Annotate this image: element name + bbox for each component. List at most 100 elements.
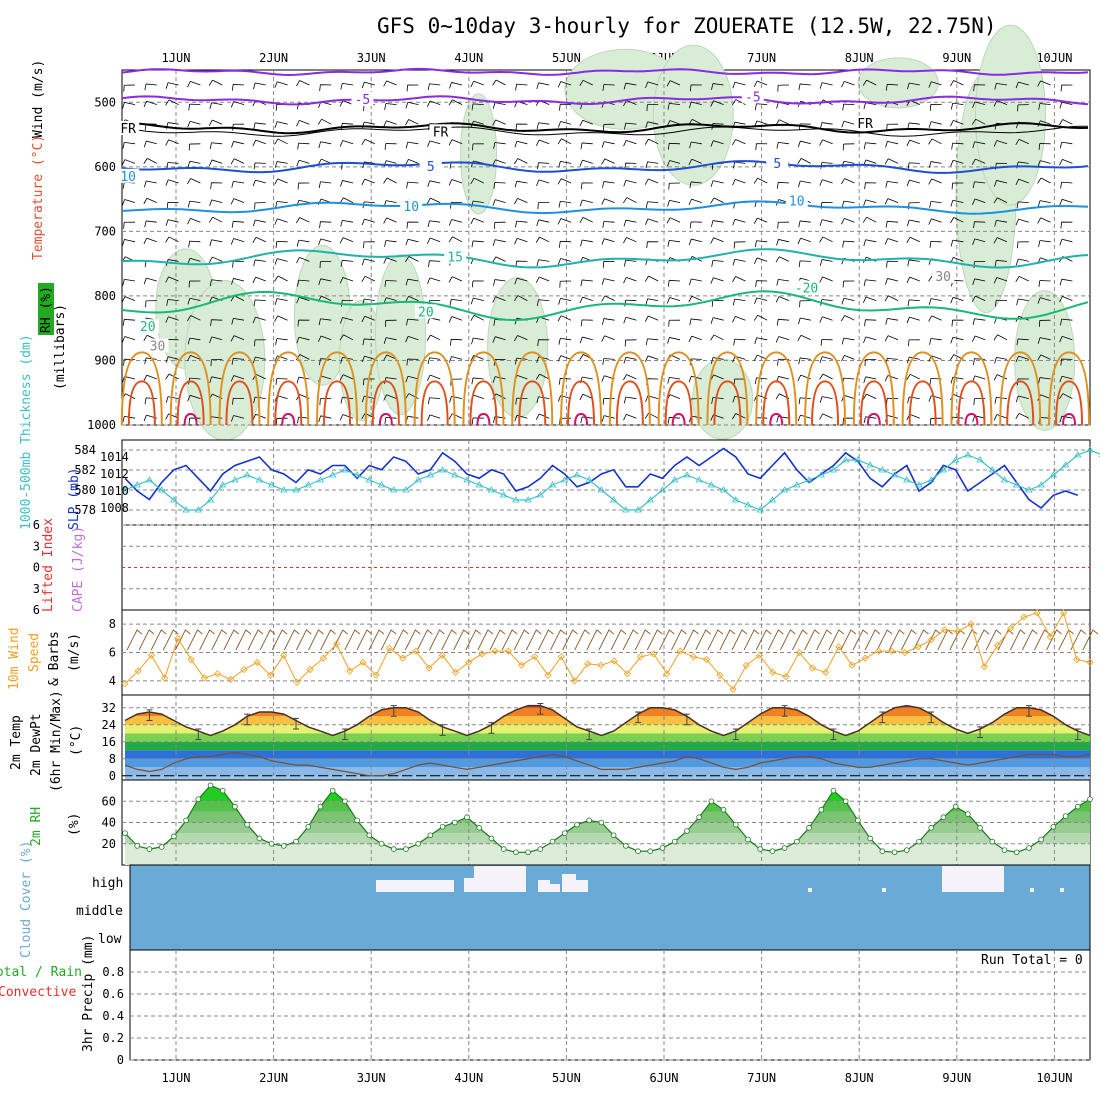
wind-barb [645,218,659,225]
wind10m-marker [557,653,565,661]
wind-barb [602,260,615,268]
wind-barb [187,178,201,185]
wind-barb [602,398,615,405]
wind-barb [230,335,245,342]
thickness-marker [744,501,752,508]
cloud-level-low: low [98,932,122,947]
wind-barb [165,99,179,106]
rh2m-marker [671,838,678,845]
wind-barb [537,339,550,347]
wind10m-marker [240,665,248,674]
thickness-marker [683,471,691,478]
wind-barb [1037,160,1051,167]
wind-barb [252,139,266,147]
heat-lobe [420,380,449,426]
wind-barb [863,279,877,287]
wind-barb [122,102,136,109]
wind-barb [732,298,746,306]
thickness-marker [597,486,606,493]
wind-barb [732,395,746,403]
wind10m-barb [344,629,361,651]
wind-barb [558,240,572,248]
wind-barb [471,103,484,111]
wind10m-marker [835,643,843,651]
wind-barb [230,375,245,382]
heat-lobe [225,380,254,426]
wind-barb [884,158,899,165]
wind10m-marker [650,650,658,658]
y-tick-label: 800 [94,289,116,303]
wind-barb [972,278,986,286]
wind-barb [426,334,441,341]
rh2m-marker [977,825,983,831]
heat-lobe [267,351,310,426]
rh2m-marker [623,843,629,849]
contour-label-bg [795,280,818,295]
y-tick-label: 500 [94,95,116,109]
rh2m-marker [561,830,568,836]
wind10m-barb [368,629,385,651]
wind-barb [644,315,659,322]
y-tick-label: 0.4 [102,1009,124,1023]
wind-barb [317,118,332,125]
wind10m-barb [1009,629,1026,651]
wind-barb [776,278,790,286]
rh2m-marker [219,787,226,794]
cloud-gap [376,880,392,892]
wind-barb [602,221,615,228]
wind-barb [144,180,157,188]
wind-barb [231,180,245,188]
wind-barb [209,199,223,207]
wind-barb [384,280,397,287]
contour-label-bg [785,193,808,208]
wind-barb [297,182,310,190]
wind10m-marker [266,671,274,679]
temp-band [125,750,1090,759]
wind-barb [208,119,223,126]
wind-barb [776,239,790,246]
wind-barb [602,123,615,131]
wind-barb [383,337,397,344]
wind-barb [841,80,855,88]
rh2m-marker [329,787,336,794]
contour-label-bg [117,121,140,136]
heat-lobe [127,380,156,426]
wind-barb [993,374,1008,381]
wind-barb [623,219,637,227]
precip-panel-frame [129,949,1091,1061]
wind-barb [753,217,768,224]
wind-barb [1015,178,1029,186]
thickness-marker [951,456,960,463]
wind-barb [187,355,201,362]
day-label-bottom: 4JUN [454,1071,483,1085]
wind10m-barb [804,629,820,651]
wind10m-marker [372,671,380,679]
wind-barb [885,180,899,188]
upper-ylabel-wind: Wind (m/s) [31,60,46,138]
wind10m-ylabel-2: Speed [27,633,42,672]
hot-lobe [866,413,881,426]
wind-barb [384,143,397,150]
y-tick-label: 1000 [87,418,116,432]
wind-barb [579,119,593,127]
contour-label: 20 [140,320,156,335]
thickness-marker [854,456,862,463]
wind-barb [1015,355,1029,363]
thickness-marker [316,476,325,483]
wind-barb [973,221,986,229]
wind-barb [209,376,223,384]
wind-barb [1015,218,1029,226]
contour-label-bg [414,304,437,319]
wind-barb [231,415,245,422]
wind-barb [993,197,1008,204]
heat-lobe [957,380,986,426]
wind-barb [363,241,375,249]
thickness-marker [878,466,887,473]
wind10m-barb [283,629,300,651]
wind-barb [165,179,179,186]
wind-barb [143,374,157,382]
rh2m-marker [855,817,861,824]
wind-barb [535,373,550,380]
lifted-index-ylabel: Lifted Index [41,518,56,612]
